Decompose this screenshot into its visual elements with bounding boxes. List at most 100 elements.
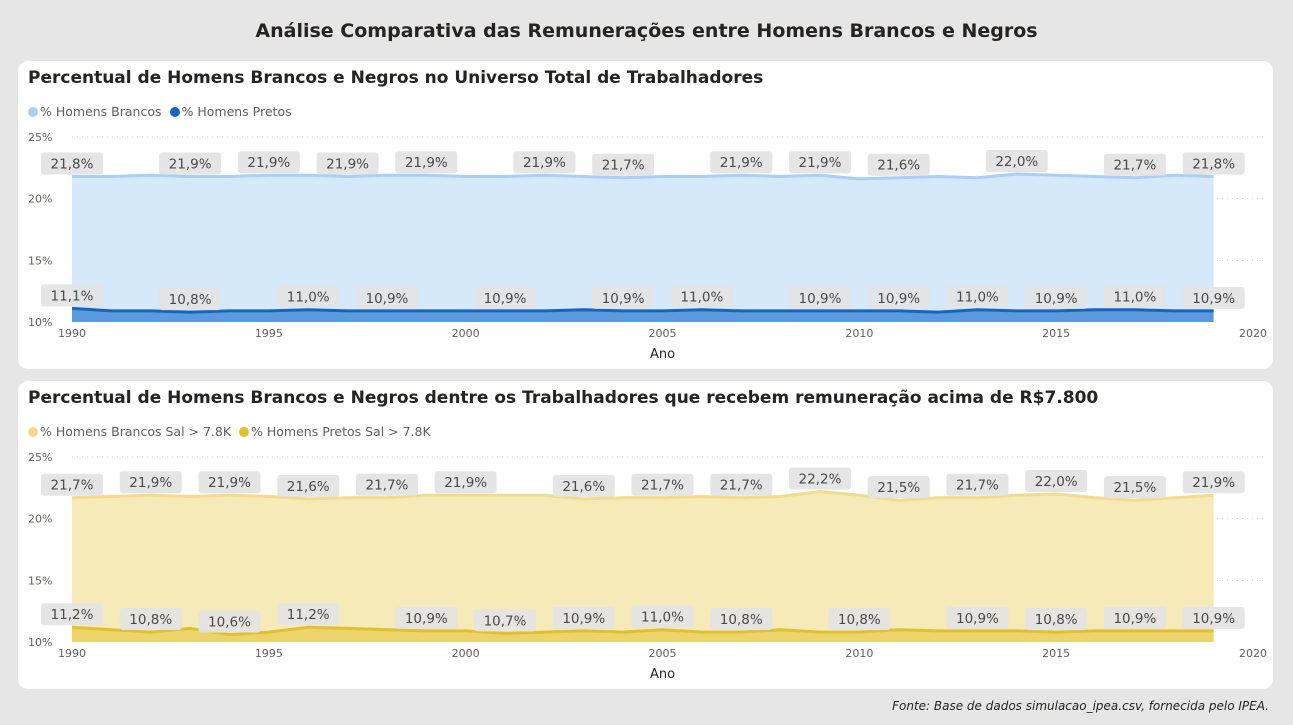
data-label-box: [552, 606, 615, 629]
data-label: 21,8%: [1182, 152, 1245, 175]
data-label-text: 10,9%: [484, 291, 527, 307]
y-tick-label: 20%: [28, 513, 52, 526]
data-label-text: 10,8%: [720, 612, 763, 628]
data-label-text: 11,0%: [287, 290, 330, 306]
data-label-text: 10,9%: [562, 611, 605, 627]
x-tick-label: 1995: [255, 327, 283, 340]
data-label-text: 11,2%: [287, 607, 330, 623]
data-label: 11,0%: [946, 285, 1009, 308]
data-label-box: [1103, 285, 1166, 308]
data-label: 10,8%: [828, 608, 891, 631]
data-label-box: [395, 151, 458, 174]
data-label-text: 21,9%: [169, 156, 212, 172]
data-label-box: [592, 153, 655, 176]
data-label-text: 21,6%: [562, 479, 605, 495]
data-label: 10,8%: [1025, 608, 1088, 631]
data-label-box: [316, 152, 379, 175]
data-label: 21,9%: [710, 151, 773, 174]
data-label-text: 10,9%: [1113, 611, 1156, 627]
data-label-text: 11,0%: [956, 290, 999, 306]
page-title: Análise Comparativa das Remunerações ent…: [255, 20, 1038, 42]
data-label-box: [867, 286, 930, 309]
data-label: 11,1%: [41, 284, 103, 307]
chart-panel-total: Percentual de Homens Brancos e Negros no…: [18, 61, 1273, 369]
data-label-text: 22,2%: [799, 472, 842, 488]
data-label-text: 10,9%: [1192, 291, 1235, 307]
chart-title: Percentual de Homens Brancos e Negros no…: [28, 68, 764, 88]
x-tick-label: 2000: [452, 647, 480, 660]
data-label-text: 10,9%: [877, 291, 920, 307]
data-label: 10,9%: [1182, 606, 1245, 629]
legend-item-brancos-sal[interactable]: % Homens Brancos Sal > 7.8K: [28, 424, 231, 439]
series-area-0: [72, 491, 1214, 642]
data-label-box: [119, 608, 182, 631]
data-label-box: [277, 474, 340, 497]
data-label-box: [1103, 153, 1166, 176]
data-label-text: 11,1%: [51, 288, 94, 304]
data-label-text: 10,9%: [365, 291, 408, 307]
data-label: 21,6%: [867, 153, 930, 176]
area-chart-total: 25% 20% 15% 10% 1990 1995 2000 2005 2010 2015 2020…: [28, 131, 1267, 362]
y-tick-label: 15%: [28, 574, 52, 587]
data-label: 21,9%: [237, 151, 300, 174]
data-label-box: [867, 153, 930, 176]
data-label: 21,7%: [355, 473, 418, 496]
legend-marker-brancos: [28, 107, 38, 117]
data-label: 10,9%: [592, 286, 655, 309]
y-tick-label: 15%: [28, 254, 52, 267]
data-label-box: [395, 606, 458, 629]
data-label: 10,6%: [198, 610, 261, 633]
data-label: 10,9%: [1025, 286, 1088, 309]
series-line-1: [71, 625, 1214, 637]
data-label-text: 10,9%: [956, 611, 999, 627]
data-label-text: 10,7%: [484, 613, 527, 629]
data-label: 10,9%: [552, 606, 615, 629]
data-label-box: [788, 467, 851, 490]
data-label: 21,6%: [552, 474, 615, 497]
data-label-text: 21,9%: [129, 475, 172, 491]
data-label-text: 21,7%: [956, 478, 999, 494]
data-label-text: 21,7%: [365, 478, 408, 494]
data-label-box: [1025, 608, 1088, 631]
data-label-box: [434, 471, 497, 494]
x-tick-label: 2015: [1042, 647, 1070, 660]
legend-item-pretos[interactable]: % Homens Pretos: [169, 104, 292, 119]
legend-item-pretos-sal[interactable]: % Homens Pretos Sal > 7.8K: [239, 424, 431, 439]
data-label-text: 21,9%: [405, 155, 448, 171]
data-label: 22,0%: [1025, 470, 1088, 492]
data-label-box: [1182, 606, 1245, 629]
data-label: 21,9%: [395, 151, 458, 174]
x-tick-label: 2020: [1239, 327, 1267, 340]
data-label: 11,0%: [1103, 285, 1166, 308]
data-label-text: 21,7%: [641, 478, 684, 494]
data-label: 11,2%: [41, 603, 103, 626]
data-label-text: 10,9%: [602, 291, 645, 307]
data-label-box: [828, 608, 891, 631]
legend-label-pretos: % Homens Pretos: [181, 104, 292, 119]
data-label: 21,7%: [946, 473, 1009, 496]
series-area-0: [72, 174, 1214, 322]
area-chart-salario: 25% 20% 15% 10% 1990 1995 2000 2005 2010 2015 2020…: [28, 451, 1267, 682]
data-label-box: [1025, 286, 1088, 309]
data-label: 11,0%: [277, 285, 340, 308]
data-label-box: [710, 473, 773, 496]
y-tick-label: 20%: [28, 193, 52, 206]
legend-label-brancos: % Homens Brancos: [40, 104, 162, 119]
data-label: 11,0%: [631, 605, 694, 628]
x-tick-label: 2005: [649, 327, 677, 340]
y-tick-label: 25%: [28, 131, 52, 144]
data-label: 21,8%: [41, 152, 103, 175]
legend-item-brancos[interactable]: % Homens Brancos: [28, 104, 162, 119]
x-tick-label: 2005: [649, 647, 677, 660]
data-label-box: [710, 608, 773, 631]
data-label-text: 21,6%: [877, 158, 920, 174]
data-label-box: [1103, 476, 1166, 499]
chart-legend: % Homens Brancos % Homens Pretos: [28, 104, 296, 119]
data-label-text: 10,6%: [208, 615, 251, 631]
x-tick-label: 2010: [845, 647, 873, 660]
data-label-box: [159, 152, 222, 175]
data-label-box: [41, 603, 103, 626]
data-label: 22,0%: [985, 150, 1048, 172]
data-label-box: [513, 151, 576, 174]
data-label: 21,9%: [316, 152, 379, 175]
